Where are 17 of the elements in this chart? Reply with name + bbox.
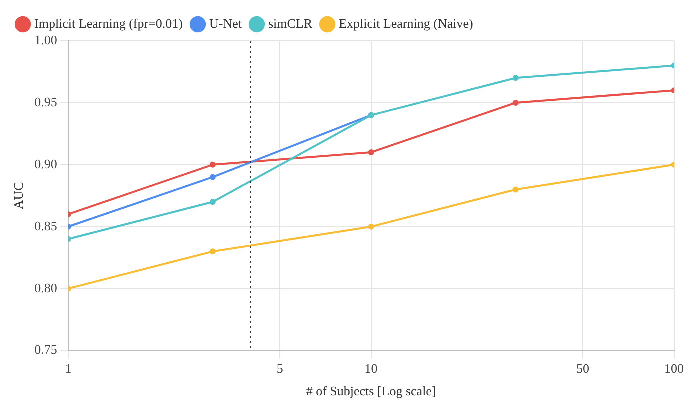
y-tick-label: 0.85 xyxy=(34,218,58,234)
x-tick-label: 50 xyxy=(576,361,590,376)
legend-label: U-Net xyxy=(209,16,242,31)
x-tick-label: 5 xyxy=(276,361,284,376)
y-tick-label: 0.80 xyxy=(34,280,58,296)
x-tick-label: 100 xyxy=(664,361,684,376)
y-tick-label: 0.75 xyxy=(34,342,58,358)
x-tick-label: 1 xyxy=(65,361,72,376)
x-tick-label: 10 xyxy=(364,361,378,376)
legend-label: simCLR xyxy=(268,16,313,31)
x-axis-title: # of Subjects [Log scale] xyxy=(306,384,436,399)
y-tick-label: 0.90 xyxy=(34,156,58,172)
y-tick-label: 0.95 xyxy=(34,94,58,110)
legend-label: Explicit Learning (Naive) xyxy=(339,16,474,31)
y-axis-title: AUC xyxy=(11,182,26,210)
legend-label: Implicit Learning (fpr=0.01) xyxy=(34,16,183,31)
y-tick-label: 1.00 xyxy=(34,32,58,48)
